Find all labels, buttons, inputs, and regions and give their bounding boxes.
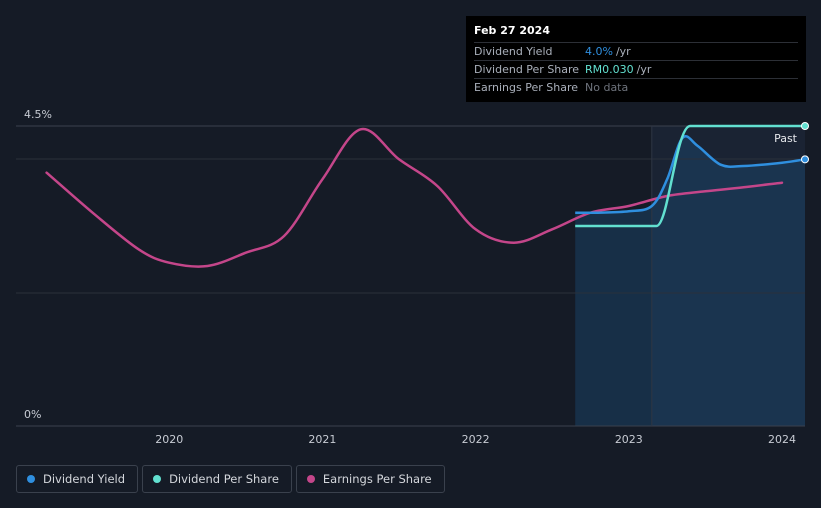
legend-dot-icon <box>27 475 35 483</box>
earnings-per-share-line <box>45 128 784 268</box>
x-tick-label: 2022 <box>462 433 490 446</box>
tooltip-label: Dividend Yield <box>474 45 553 58</box>
tooltip-value: 4.0% <box>585 45 613 58</box>
dividend-per-share-endpoint <box>801 122 809 130</box>
legend: Dividend Yield Dividend Per Share Earnin… <box>16 465 445 493</box>
tooltip-row-dividend-per-share: Dividend Per Share RM0.030 /yr <box>474 60 798 78</box>
x-tick-label: 2021 <box>308 433 336 446</box>
legend-dot-icon <box>153 475 162 483</box>
tooltip-unit: /yr <box>636 63 652 76</box>
legend-item-earnings-per-share[interactable]: Earnings Per Share <box>295 465 445 493</box>
tooltip-row-earnings-per-share: Earnings Per Share No data <box>474 78 798 96</box>
past-label: Past <box>774 132 798 145</box>
tooltip-value: No data <box>585 81 629 94</box>
x-tick-label: 2024 <box>768 433 796 446</box>
x-axis-ticks: 2020 2021 2022 2023 2024 <box>155 433 796 446</box>
legend-label: Dividend Yield <box>43 472 126 486</box>
legend-item-dividend-yield[interactable]: Dividend Yield <box>16 465 139 493</box>
tooltip: Feb 27 2024 Dividend Yield 4.0% /yr Divi… <box>466 16 806 102</box>
legend-label: Earnings Per Share <box>322 472 432 486</box>
tooltip-value: RM0.030 <box>585 63 634 76</box>
tooltip-label: Dividend Per Share <box>474 63 580 76</box>
legend-dot-icon <box>306 475 315 483</box>
tooltip-row-dividend-yield: Dividend Yield 4.0% /yr <box>474 42 798 60</box>
tooltip-unit: /yr <box>615 45 631 58</box>
y-axis-top-label: 4.5% <box>24 108 52 121</box>
dividend-yield-endpoint <box>801 155 809 164</box>
y-axis-bottom-label: 0% <box>24 408 41 421</box>
dividend-per-share-line <box>575 124 805 228</box>
tooltip-label: Earnings Per Share <box>474 81 579 94</box>
legend-item-dividend-per-share[interactable]: Dividend Per Share <box>142 465 292 493</box>
x-tick-label: 2020 <box>155 433 183 446</box>
past-region <box>651 126 805 426</box>
dividend-yield-area <box>575 136 805 427</box>
x-tick-label: 2023 <box>615 433 643 446</box>
legend-label: Dividend Per Share <box>169 472 279 486</box>
tooltip-date: Feb 27 2024 <box>474 24 550 37</box>
